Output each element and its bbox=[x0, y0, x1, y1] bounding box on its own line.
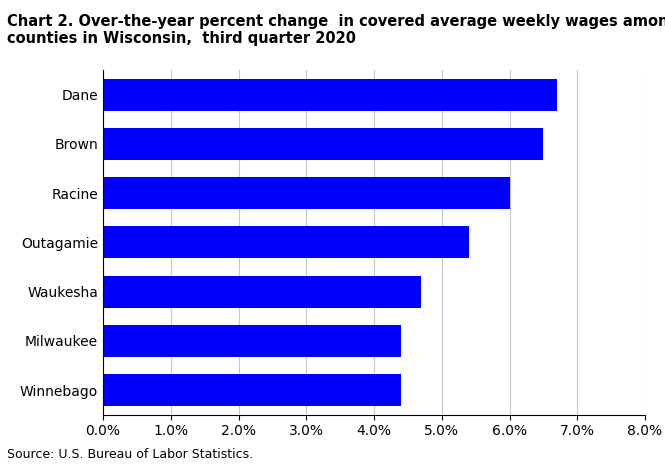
Bar bbox=[103, 374, 401, 406]
Text: Chart 2. Over-the-year percent change  in covered average weekly wages among  th: Chart 2. Over-the-year percent change in… bbox=[7, 14, 665, 47]
Bar bbox=[103, 325, 401, 357]
Text: Source: U.S. Bureau of Labor Statistics.: Source: U.S. Bureau of Labor Statistics. bbox=[7, 448, 253, 461]
Bar bbox=[103, 79, 557, 110]
Bar bbox=[103, 226, 469, 258]
Bar bbox=[103, 128, 543, 160]
Bar bbox=[103, 177, 509, 209]
Bar bbox=[103, 275, 422, 308]
